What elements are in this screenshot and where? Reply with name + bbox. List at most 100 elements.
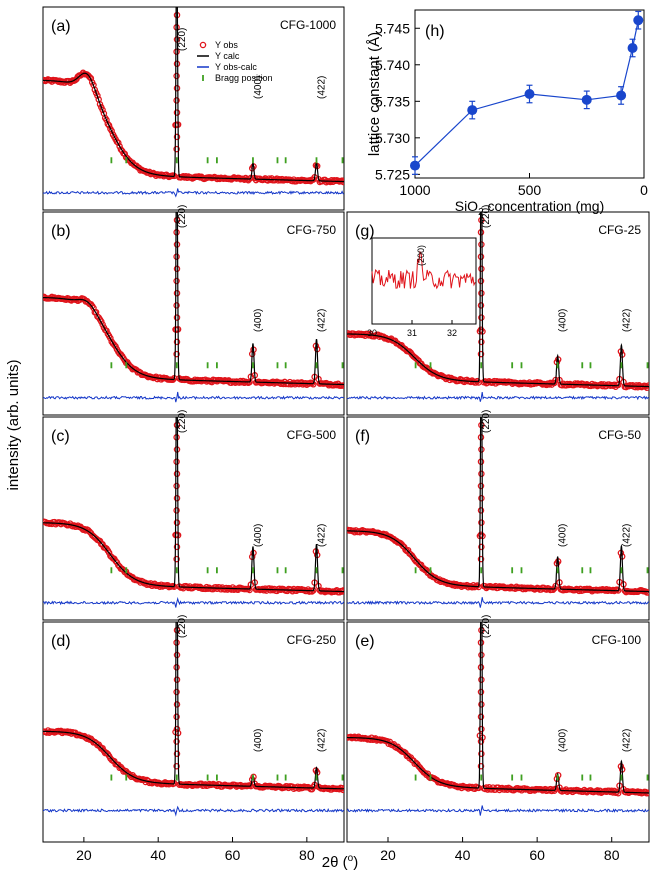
obs-point [340, 382, 344, 389]
obs-point [478, 265, 485, 273]
x-tick-label: 80 [604, 847, 620, 863]
legend-obs-marker [199, 41, 207, 49]
obs-point [173, 507, 180, 514]
obs-point [402, 546, 409, 554]
lattice-constant-panel: (h) 5.725 5.730 5.735 5.740 5.745 1000 500 0 SiO2… [366, 9, 648, 218]
lattice-point [627, 42, 638, 53]
obs-point [173, 72, 180, 80]
y-calc-line [347, 212, 649, 388]
lattice-y-tick-label: 5.735 [375, 93, 410, 109]
panel-cfg-50: (f) CFG-50 (220) (400) (422) [346, 410, 650, 621]
obs-point [614, 381, 622, 389]
obs-point [478, 241, 485, 248]
obs-point [478, 470, 485, 478]
obs-point [477, 555, 485, 563]
sample-name: CFG-250 [287, 633, 337, 647]
obs-point [173, 84, 181, 92]
xlabel-main: 2θ ( [322, 854, 348, 871]
obs-point [115, 139, 122, 147]
y-calc-line [43, 622, 344, 790]
panel-letter: (c) [51, 428, 70, 445]
panel-letter: (e) [355, 633, 375, 650]
obs-point [173, 482, 180, 490]
inset-tick-label: 31 [407, 328, 417, 338]
obs-point [173, 750, 181, 758]
obs-point [478, 725, 485, 733]
inset-peak-label: (200) [416, 245, 426, 266]
sample-name: CFG-750 [287, 223, 337, 237]
panel-letter: (d) [51, 633, 71, 650]
obs-point [478, 289, 485, 297]
x-tick-label: 40 [150, 847, 166, 863]
obs-point [477, 277, 485, 285]
y-calc-line [43, 7, 344, 183]
obs-point [173, 133, 181, 141]
x-tick-label: 60 [225, 847, 241, 863]
peak-label: (400) [253, 76, 264, 99]
obs-point [173, 725, 181, 733]
inset-tick-label: 30 [367, 328, 377, 338]
obs-point [173, 494, 181, 502]
obs-point [173, 289, 181, 297]
obs-point [474, 582, 481, 589]
obs-point [82, 527, 89, 534]
peak-label: (422) [317, 76, 328, 99]
obs-point [477, 302, 485, 309]
panel-cfg-500: (c) CFG-500 (220) (400) (422) [42, 410, 345, 621]
panel-frame [42, 621, 345, 843]
lattice-point [524, 89, 535, 99]
y-calc-line [43, 417, 344, 593]
obs-point [477, 713, 485, 721]
obs-point [173, 738, 180, 745]
peak-label: (400) [253, 729, 264, 752]
y-obs-points [347, 421, 649, 596]
obs-point [173, 688, 180, 696]
obs-point [212, 584, 220, 591]
peak-label: (422) [621, 524, 632, 547]
sample-name: CFG-25 [598, 223, 641, 237]
obs-point [173, 701, 181, 708]
obs-point [477, 664, 485, 671]
inset-tick-label: 32 [447, 328, 457, 338]
y-diff-line [43, 391, 344, 403]
obs-point [477, 688, 485, 696]
x-tick-label: 80 [299, 847, 315, 863]
obs-point [477, 482, 485, 490]
obs-point [173, 350, 180, 358]
obs-point [477, 507, 485, 514]
obs-point [477, 531, 485, 538]
peak-label: (422) [621, 729, 632, 752]
obs-point [295, 785, 303, 792]
obs-point [173, 338, 181, 346]
obs-point [107, 334, 114, 342]
legend-label: Bragg position [215, 73, 273, 83]
figure-xlabel: 2θ (o) [322, 853, 358, 871]
peak-label: (220) [177, 615, 188, 638]
panel-cfg-100: (e) CFG-100 (220) (400) (422) 20 40 60 80 [346, 615, 650, 863]
lattice-point [616, 90, 627, 101]
svg-text:intensity (arb. units): intensity (arb. units) [5, 360, 22, 491]
obs-point [477, 458, 485, 465]
peak-label: (422) [317, 729, 328, 752]
obs-point [478, 494, 485, 502]
obs-point [643, 384, 649, 391]
obs-point [642, 788, 649, 796]
panel-letter: (b) [51, 223, 71, 240]
obs-point [173, 531, 180, 538]
obs-point [230, 586, 238, 593]
y-diff-line [347, 597, 649, 608]
y-calc-line [347, 622, 649, 794]
x-tick-label: 40 [455, 847, 471, 863]
sample-name: CFG-50 [598, 428, 641, 442]
obs-point [173, 145, 180, 153]
obs-point [96, 101, 104, 108]
obs-point [173, 314, 181, 321]
obs-point [173, 97, 180, 104]
peak-label: (220) [177, 410, 188, 433]
obs-point [113, 138, 121, 145]
peak-label: (400) [558, 309, 569, 332]
